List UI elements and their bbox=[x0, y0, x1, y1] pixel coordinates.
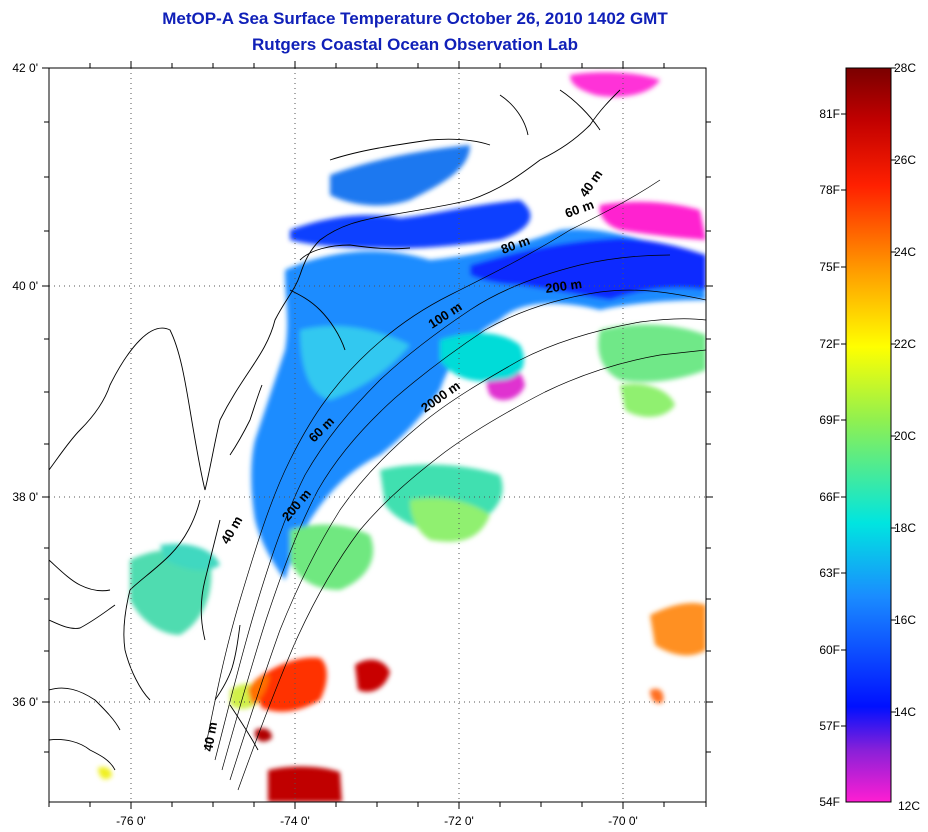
lat-label-38: 38 0' bbox=[12, 490, 38, 504]
lon-label-70: -70 0' bbox=[608, 814, 638, 828]
cb-fahrenheit-72: 72F bbox=[819, 337, 840, 351]
cb-celsius-20: 20C bbox=[894, 429, 916, 443]
depth-label-40m-south: 40 m bbox=[200, 721, 220, 753]
lat-label-42: 42 0' bbox=[12, 61, 38, 75]
cb-celsius-22: 22C bbox=[894, 337, 916, 351]
lon-label-76: -76 0' bbox=[116, 814, 146, 828]
depth-contours bbox=[204, 179, 706, 791]
cb-celsius-16: 16C bbox=[894, 613, 916, 627]
depth-label-40m-ne: 40 m bbox=[576, 167, 605, 200]
lon-label-74: -74 0' bbox=[280, 814, 310, 828]
cb-celsius-26: 26C bbox=[894, 153, 916, 167]
cb-fahrenheit-69: 69F bbox=[819, 413, 840, 427]
cb-fahrenheit-60: 60F bbox=[819, 643, 840, 657]
cb-celsius-24: 24C bbox=[894, 245, 916, 259]
cb-celsius-28: 28C bbox=[894, 61, 916, 75]
colorbar-ticks bbox=[841, 67, 896, 727]
cb-fahrenheit-78: 78F bbox=[819, 183, 840, 197]
lon-label-72: -72 0' bbox=[444, 814, 474, 828]
cb-celsius-12: 12C bbox=[898, 799, 920, 813]
cb-fahrenheit-54: 54F bbox=[819, 795, 840, 809]
depth-label-40m-mid: 40 m bbox=[218, 513, 246, 546]
map-subtitle: Rutgers Coastal Ocean Observation Lab bbox=[252, 35, 578, 54]
axis-ticks bbox=[42, 61, 713, 809]
cb-fahrenheit-57: 57F bbox=[819, 719, 840, 733]
lat-label-36: 36 0' bbox=[12, 695, 38, 709]
coastline bbox=[49, 89, 621, 771]
colorbar bbox=[845, 67, 892, 803]
cb-fahrenheit-63: 63F bbox=[819, 566, 840, 580]
cb-celsius-14: 14C bbox=[894, 705, 916, 719]
map-title: MetOP-A Sea Surface Temperature October … bbox=[162, 9, 668, 28]
sst-field bbox=[98, 72, 706, 802]
cb-fahrenheit-66: 66F bbox=[819, 490, 840, 504]
lat-label-40: 40 0' bbox=[12, 279, 38, 293]
cb-fahrenheit-81: 81F bbox=[819, 107, 840, 121]
depth-label-200m-ne: 200 m bbox=[544, 276, 583, 296]
cb-fahrenheit-75: 75F bbox=[819, 260, 840, 274]
depth-label-60m-ne: 60 m bbox=[563, 197, 596, 221]
cb-celsius-18: 18C bbox=[894, 521, 916, 535]
